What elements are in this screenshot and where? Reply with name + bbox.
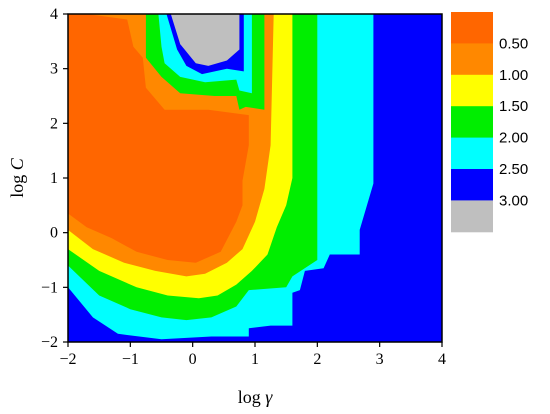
x-tick-label: 4 [438,351,446,368]
x-axis-label-name: log [238,387,261,407]
x-tick-label: 0 [189,351,197,368]
legend-swatch [451,137,493,170]
legend-label: 0.50 [499,35,528,52]
y-tick-label: 2 [50,115,58,132]
x-tick-label: −2 [59,351,76,368]
x-tick-label: 3 [376,351,384,368]
legend-swatch [451,74,493,107]
y-axis-label-var: C [7,157,27,170]
y-tick-label: 0 [50,225,58,242]
legend-swatch [451,169,493,201]
legend-label: 2.50 [499,161,528,178]
legend-label: 1.00 [499,67,528,84]
x-tick-label: 2 [313,351,321,368]
legend-swatch [451,43,493,76]
y-axis-label: log C [7,157,27,198]
y-tick-label: −2 [41,334,58,351]
x-tick-label: 1 [251,351,259,368]
y-tick-label: 3 [50,61,58,78]
y-tick-label: 4 [50,6,58,23]
legend: 0.50 1.00 1.50 2.00 2.50 3.00 [451,12,528,233]
y-tick-label: −1 [41,279,58,296]
legend-label: 2.00 [499,130,528,147]
contour-regions [68,14,442,342]
legend-swatch [451,12,493,44]
legend-swatch [451,200,493,233]
x-axis-label: log γ [238,387,274,407]
y-axis-label-name: log [7,175,27,198]
contour-region-9 [170,14,240,66]
legend-label: 1.50 [499,98,528,115]
y-axis: −2 −1 0 1 2 3 4 [41,6,68,351]
legend-label: 3.00 [499,192,528,209]
contour-region-5 [68,14,249,263]
y-tick-label: 1 [50,170,58,187]
legend-swatch [451,106,493,139]
x-axis: −2 −1 0 1 2 3 4 [59,342,446,368]
x-tick-label: −1 [122,351,139,368]
x-axis-label-var: γ [265,387,273,407]
